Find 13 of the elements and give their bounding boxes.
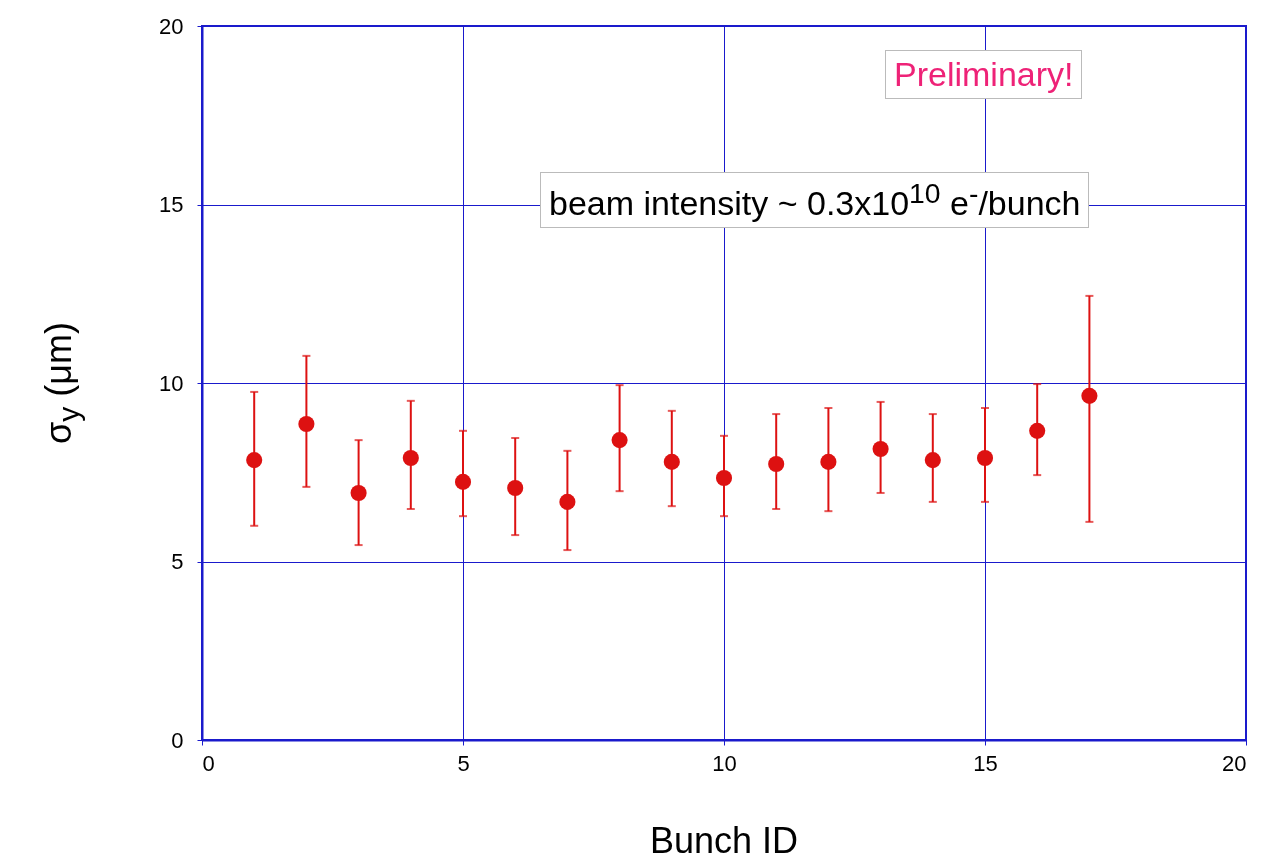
- x-tick-label: 0: [202, 750, 215, 776]
- x-tick-label: 20: [1222, 750, 1247, 776]
- x-axis-title: Bunch ID: [649, 820, 799, 858]
- annotation: Preliminary!: [885, 50, 1083, 99]
- y-tick-label: 10: [159, 370, 184, 396]
- x-tick-label: 5: [457, 750, 470, 776]
- y-tick-label: 20: [159, 13, 184, 39]
- x-tick-label: 10: [712, 750, 737, 776]
- annotation: beam intensity ~ 0.3x10$^{10}$ e$^{-}$/bunch: [540, 172, 1090, 229]
- y-tick-label: 5: [171, 549, 184, 574]
- y-tick-label: 0: [171, 727, 184, 753]
- x-tick-label: 15: [973, 750, 998, 776]
- y-tick-label: 15: [159, 192, 184, 217]
